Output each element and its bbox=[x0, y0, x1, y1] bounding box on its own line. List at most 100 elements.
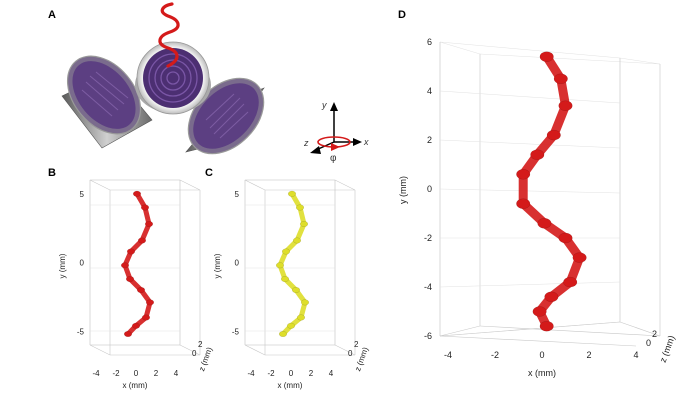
x-tick-label: -2 bbox=[267, 369, 275, 378]
data-point bbox=[136, 286, 146, 294]
x-tick-label: 2 bbox=[309, 369, 314, 378]
y-tick-label: 4 bbox=[427, 86, 432, 96]
helical-beam bbox=[158, 2, 180, 68]
z-tick-label: 0 bbox=[192, 349, 197, 358]
x-tick-label: 4 bbox=[174, 369, 179, 378]
x-tick-label: -4 bbox=[92, 369, 100, 378]
data-point bbox=[126, 248, 136, 255]
z-tick-label: 2 bbox=[198, 340, 203, 349]
y-tick-label: -4 bbox=[424, 282, 432, 292]
x-tick-label: -4 bbox=[444, 350, 452, 360]
data-point bbox=[145, 299, 155, 306]
plot-c-box bbox=[244, 179, 356, 356]
data-point bbox=[563, 276, 578, 288]
data-point bbox=[537, 218, 552, 229]
data-point bbox=[553, 73, 568, 85]
y-tick-label: -6 bbox=[424, 331, 432, 341]
data-point bbox=[295, 204, 305, 211]
x-tick-label: 2 bbox=[586, 350, 591, 360]
panel-a: A bbox=[48, 2, 369, 164]
axis-icon-z-label: z bbox=[303, 138, 309, 148]
y-tick-label: -2 bbox=[424, 233, 432, 243]
data-point bbox=[286, 322, 296, 329]
y-tick-label: 5 bbox=[80, 190, 85, 199]
data-point bbox=[539, 51, 554, 62]
axis-icon-y-label: y bbox=[321, 100, 327, 110]
x-tick-label: 0 bbox=[539, 350, 544, 360]
data-point bbox=[278, 330, 288, 338]
data-point bbox=[123, 330, 133, 338]
plot-c-data bbox=[275, 190, 310, 338]
plot-d-data bbox=[516, 51, 587, 332]
data-point bbox=[516, 169, 531, 180]
x-tick-label: -4 bbox=[247, 369, 255, 378]
plot-b-box bbox=[89, 179, 201, 356]
z-tick-label: 2 bbox=[652, 329, 657, 339]
plot-c-ylabel: y (mm) bbox=[213, 253, 222, 278]
panel-c: C 50-5 -4 -2 0 2 4 02 y (mm) x (mm) z (mm) bbox=[205, 167, 370, 390]
left-transducer-ring bbox=[61, 55, 153, 149]
plot-c-zlabel: z (mm) bbox=[353, 346, 370, 373]
data-point bbox=[539, 320, 554, 332]
plot-c-xlabel: x (mm) bbox=[278, 381, 303, 390]
axis-icon-x-label: x bbox=[363, 137, 369, 147]
data-point bbox=[281, 248, 291, 255]
y-tick-label: 0 bbox=[427, 184, 432, 194]
data-point bbox=[558, 232, 573, 244]
plot-b-data bbox=[120, 190, 155, 338]
x-tick-label: 4 bbox=[633, 350, 638, 360]
plot-b-ylabel: y (mm) bbox=[58, 253, 67, 278]
z-tick-label: 0 bbox=[348, 349, 353, 358]
x-tick-label: 0 bbox=[289, 369, 294, 378]
center-dish bbox=[135, 41, 211, 115]
data-point bbox=[532, 306, 547, 317]
data-point bbox=[296, 314, 306, 321]
panel-b: B 50-5 -4 -2 0 2 4 02 y (mm) x (mm) z (mm) bbox=[48, 167, 214, 390]
y-tick-label: 5 bbox=[235, 190, 240, 199]
panel-letter-d: D bbox=[398, 9, 406, 21]
axes-icon: y x z φ bbox=[303, 100, 369, 164]
data-point bbox=[516, 198, 531, 209]
x-tick-label: 4 bbox=[329, 369, 334, 378]
x-tick-label: 2 bbox=[154, 369, 159, 378]
data-point bbox=[291, 286, 301, 294]
data-point bbox=[546, 129, 561, 141]
y-tick-label: 0 bbox=[235, 259, 240, 268]
data-point bbox=[287, 190, 297, 197]
panel-letter-a: A bbox=[48, 9, 56, 21]
plot-d-box bbox=[439, 41, 661, 347]
y-tick-label: 6 bbox=[427, 37, 432, 47]
x-tick-label: -2 bbox=[112, 369, 120, 378]
data-point bbox=[300, 299, 310, 306]
plot-d-zlabel: z (mm) bbox=[658, 334, 677, 364]
x-tick-label: -2 bbox=[491, 350, 499, 360]
data-point bbox=[558, 100, 573, 111]
data-point bbox=[137, 237, 147, 244]
data-point bbox=[299, 220, 309, 228]
data-point bbox=[275, 262, 285, 269]
panel-letter-b: B bbox=[48, 167, 56, 179]
data-point bbox=[132, 190, 142, 197]
data-point bbox=[120, 262, 130, 269]
y-tick-label: 0 bbox=[80, 259, 85, 268]
plot-d-xlabel: x (mm) bbox=[528, 368, 556, 378]
y-tick-label: -5 bbox=[232, 327, 240, 336]
data-point bbox=[140, 204, 150, 211]
x-tick-label: 0 bbox=[134, 369, 139, 378]
y-tick-label: -5 bbox=[77, 327, 85, 336]
plot-b-xlabel: x (mm) bbox=[123, 381, 148, 390]
data-point bbox=[125, 275, 135, 283]
data-point bbox=[131, 322, 141, 329]
y-tick-label: 2 bbox=[427, 135, 432, 145]
z-tick-label: 2 bbox=[354, 340, 359, 349]
data-point bbox=[280, 275, 290, 283]
data-point bbox=[141, 314, 151, 321]
z-tick-label: 0 bbox=[646, 338, 651, 348]
plot-d-ylabel: y (mm) bbox=[398, 176, 408, 204]
data-point bbox=[144, 220, 154, 228]
data-point bbox=[292, 237, 302, 244]
panel-letter-c: C bbox=[205, 167, 213, 179]
axis-icon-phi-label: φ bbox=[330, 153, 337, 164]
